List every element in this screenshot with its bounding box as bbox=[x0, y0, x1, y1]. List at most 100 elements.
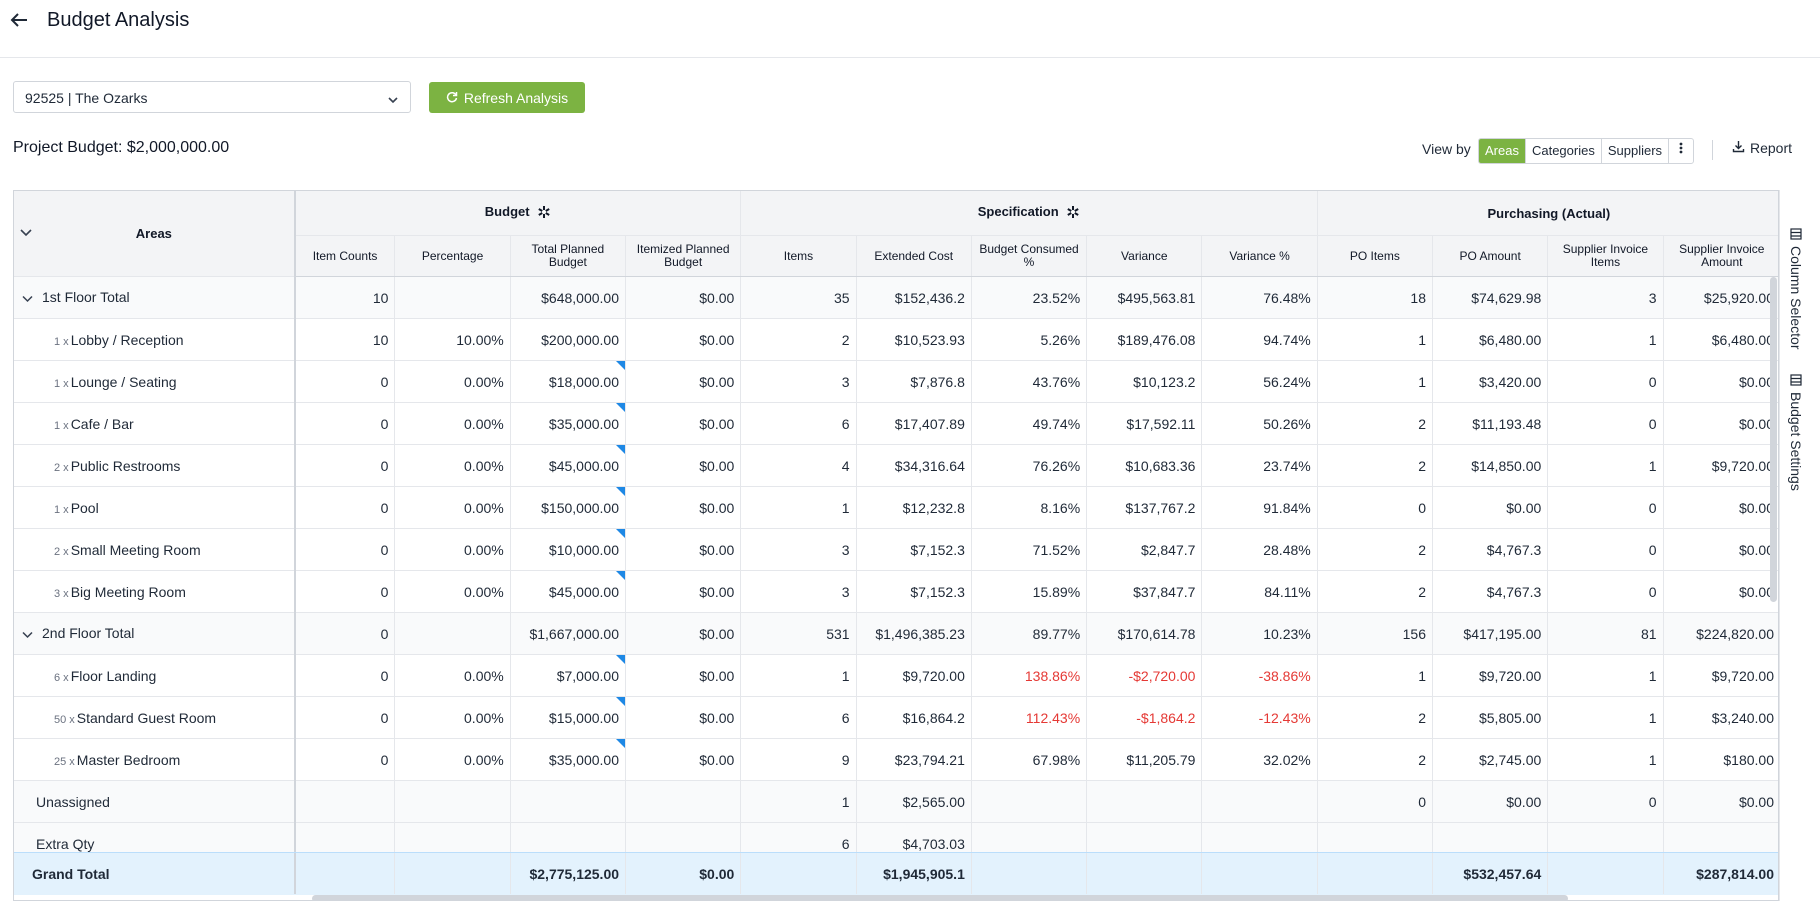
cell-12: $9,720.00 bbox=[1663, 654, 1778, 697]
refresh-analysis-button[interactable]: Refresh Analysis bbox=[429, 82, 585, 113]
cell-2: $10,000.00 bbox=[510, 528, 627, 571]
cell-5: $10,523.93 bbox=[856, 318, 972, 361]
cell-11: 1 bbox=[1547, 318, 1664, 361]
area-name: Lounge / Seating bbox=[70, 373, 177, 390]
view-by-areas[interactable]: Areas bbox=[1479, 139, 1526, 163]
cell-1 bbox=[394, 612, 511, 655]
cell-11: 0 bbox=[1547, 528, 1664, 571]
cell-11: 1 bbox=[1547, 654, 1664, 697]
cell-7: $17,592.11 bbox=[1086, 402, 1203, 445]
project-select[interactable]: 92525 | The Ozarks bbox=[13, 81, 411, 113]
areas-header[interactable]: Areas bbox=[14, 191, 296, 277]
cell-9: 2 bbox=[1317, 570, 1434, 613]
cell-7: $2,847.7 bbox=[1086, 528, 1203, 571]
cell-12: $0.00 bbox=[1663, 402, 1778, 445]
cell-11: 0 bbox=[1547, 486, 1664, 529]
col-itemized-planned-budget[interactable]: Itemized Planned Budget bbox=[625, 235, 742, 277]
cell-12: $0.00 bbox=[1663, 780, 1778, 823]
cell-11: 0 bbox=[1547, 780, 1664, 823]
cell-11: 1 bbox=[1547, 738, 1664, 781]
col-po-amount[interactable]: PO Amount bbox=[1432, 235, 1549, 277]
area-name-cell: 1st Floor Total bbox=[14, 276, 296, 319]
col-supplier-invoice-amount[interactable]: Supplier Invoice Amount bbox=[1663, 235, 1778, 277]
col-po-items[interactable]: PO Items bbox=[1317, 235, 1434, 277]
cell-3: $0.00 bbox=[625, 318, 742, 361]
horizontal-scrollbar[interactable] bbox=[312, 895, 1568, 900]
cell-4: 1 bbox=[740, 486, 857, 529]
group-row[interactable]: 1st Floor Total 10 $648,000.00 $0.00 35 $152,… bbox=[14, 276, 1778, 319]
grand-total-cell-6 bbox=[971, 853, 1088, 894]
cell-11: 1 bbox=[1547, 696, 1664, 739]
table-row[interactable]: 25 x Master Bedroom 0 0.00% $35,000.00 $0.00 9… bbox=[14, 738, 1778, 781]
col-percentage[interactable]: Percentage bbox=[394, 235, 511, 277]
settings-asterisk-icon[interactable] bbox=[1066, 205, 1080, 222]
budget-settings-tab[interactable]: Budget Settings bbox=[1786, 374, 1806, 491]
areas-header-label: Areas bbox=[135, 226, 172, 241]
columns-icon bbox=[1788, 228, 1804, 240]
cell-12: $3,240.00 bbox=[1663, 696, 1778, 739]
cell-4: 1 bbox=[740, 780, 857, 823]
table-row[interactable]: 50 x Standard Guest Room 0 0.00% $15,000.00 $… bbox=[14, 696, 1778, 739]
table-row[interactable]: 1 x Cafe / Bar 0 0.00% $35,000.00 $0.00 6 $17,4… bbox=[14, 402, 1778, 445]
area-name-cell: Unassigned bbox=[14, 780, 296, 823]
cell-0: 0 bbox=[294, 696, 396, 739]
collapse-chevron-icon[interactable] bbox=[22, 626, 36, 642]
vertical-scrollbar[interactable] bbox=[1770, 277, 1777, 602]
cell-4: 531 bbox=[740, 612, 857, 655]
more-options-icon[interactable] bbox=[1669, 139, 1693, 163]
cell-7 bbox=[1086, 780, 1203, 823]
cell-5: $2,565.00 bbox=[856, 780, 972, 823]
cell-12: $0.00 bbox=[1663, 528, 1778, 571]
grand-total-cell-8 bbox=[1201, 853, 1318, 894]
settings-asterisk-icon[interactable] bbox=[537, 205, 551, 222]
cell-3 bbox=[625, 780, 742, 823]
col-extended-cost[interactable]: Extended Cost bbox=[856, 235, 972, 277]
cell-10: $4,767.3 bbox=[1432, 570, 1549, 613]
cell-7: $189,476.08 bbox=[1086, 318, 1203, 361]
cell-5: $23,794.21 bbox=[856, 738, 972, 781]
col-total-planned-budget[interactable]: Total Planned Budget bbox=[510, 235, 627, 277]
collapse-chevron-icon[interactable] bbox=[22, 290, 36, 306]
table-row[interactable]: 1 x Pool 0 0.00% $150,000.00 $0.00 1 $12,232.8 8… bbox=[14, 486, 1778, 529]
table-row[interactable]: 1 x Lobby / Reception 10 10.00% $200,000.00 $… bbox=[14, 318, 1778, 361]
quantity-multiplier: 1 x bbox=[54, 377, 69, 390]
cell-1: 0.00% bbox=[394, 528, 511, 571]
col-variance[interactable]: Variance bbox=[1086, 235, 1203, 277]
table-row[interactable]: 6 x Floor Landing 0 0.00% $7,000.00 $0.00 1 $9,… bbox=[14, 654, 1778, 697]
top-bar: Budget Analysis bbox=[0, 0, 1820, 58]
cell-2: $150,000.00 bbox=[510, 486, 627, 529]
col-budget-consumed[interactable]: Budget Consumed % bbox=[971, 235, 1088, 277]
cell-0: 0 bbox=[294, 654, 396, 697]
col-variance-pct[interactable]: Variance % bbox=[1201, 235, 1318, 277]
cell-12: $9,720.00 bbox=[1663, 444, 1778, 487]
cell-5: $152,436.2 bbox=[856, 276, 972, 319]
area-name: Extra Qty bbox=[36, 835, 95, 852]
quantity-multiplier: 6 x bbox=[54, 671, 69, 684]
table-row[interactable]: Unassigned 1 $2,565.00 0 $0.00 0 $0.00 bbox=[14, 780, 1778, 823]
grand-total-cell-3: $0.00 bbox=[625, 853, 742, 894]
table-row[interactable]: 2 x Small Meeting Room 0 0.00% $10,000.00 $0.… bbox=[14, 528, 1778, 571]
column-selector-tab[interactable]: Column Selector bbox=[1786, 228, 1806, 350]
table-row[interactable]: 1 x Lounge / Seating 0 0.00% $18,000.00 $0.00… bbox=[14, 360, 1778, 403]
budget-group-header: Budget bbox=[294, 191, 742, 236]
cell-6: 89.77% bbox=[971, 612, 1088, 655]
col-items[interactable]: Items bbox=[740, 235, 857, 277]
chevron-down-icon bbox=[388, 92, 398, 110]
col-item-counts[interactable]: Item Counts bbox=[294, 235, 396, 277]
refresh-analysis-label: Refresh Analysis bbox=[463, 89, 569, 106]
view-by-categories[interactable]: Categories bbox=[1526, 139, 1602, 163]
grand-total-label: Grand Total bbox=[14, 853, 296, 894]
specification-group-header: Specification bbox=[740, 191, 1318, 236]
collapse-all-chevron-icon[interactable] bbox=[20, 225, 32, 240]
group-row[interactable]: 2nd Floor Total 0 $1,667,000.00 $0.00 531 $1,… bbox=[14, 612, 1778, 655]
view-by-suppliers[interactable]: Suppliers bbox=[1602, 139, 1670, 163]
table-row[interactable]: 3 x Big Meeting Room 0 0.00% $45,000.00 $0.00… bbox=[14, 570, 1778, 613]
back-arrow-icon[interactable] bbox=[8, 8, 30, 32]
cell-5: $34,316.64 bbox=[856, 444, 972, 487]
cell-9: 0 bbox=[1317, 780, 1434, 823]
col-supplier-invoice-items[interactable]: Supplier Invoice Items bbox=[1547, 235, 1664, 277]
report-button[interactable]: Report bbox=[1732, 140, 1792, 156]
cell-10: $3,420.00 bbox=[1432, 360, 1549, 403]
table-row[interactable]: 2 x Public Restrooms 0 0.00% $45,000.00 $0.00… bbox=[14, 444, 1778, 487]
quantity-multiplier: 1 x bbox=[54, 503, 69, 516]
